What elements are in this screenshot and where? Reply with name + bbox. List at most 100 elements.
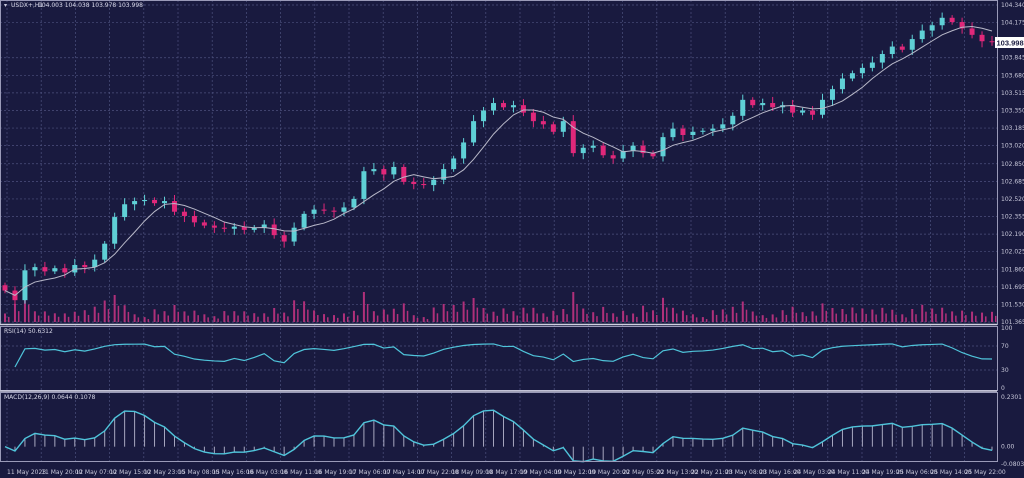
bull-candle bbox=[471, 121, 477, 143]
price-tick-label: 102.355 bbox=[1001, 214, 1024, 221]
macd-tick-label: 0.00 bbox=[1001, 444, 1015, 451]
bull-candle bbox=[112, 217, 118, 244]
volume-bar bbox=[472, 298, 475, 322]
volume-bar bbox=[317, 315, 319, 322]
volume-bar bbox=[715, 314, 718, 322]
price-tick-label: 103.185 bbox=[1001, 125, 1024, 132]
bear-candle bbox=[790, 105, 796, 113]
volume-bar bbox=[512, 311, 515, 322]
bull-candle bbox=[461, 142, 467, 159]
volume-bar bbox=[901, 314, 904, 322]
time-tick-label: 11 May 2023 bbox=[7, 469, 46, 476]
volume-bar bbox=[841, 309, 844, 322]
volume-bar bbox=[307, 309, 309, 322]
bull-candle bbox=[52, 268, 58, 272]
price-tick-label: 103.350 bbox=[1001, 107, 1024, 114]
volume-bar bbox=[815, 315, 818, 322]
bear-candle bbox=[540, 121, 546, 125]
volume-bar bbox=[356, 315, 359, 322]
volume-bar bbox=[835, 313, 837, 322]
volume-bar bbox=[197, 315, 199, 322]
price-axis[interactable]: 104.340 104.175 103.845 103.680 103.515 103.3… bbox=[1001, 2, 1024, 468]
volume-bars bbox=[4, 292, 997, 322]
time-tick-label: 12 May 15:00 bbox=[110, 469, 151, 476]
volume-bar bbox=[622, 310, 625, 322]
collapse-triangle-icon[interactable]: ▾ bbox=[4, 2, 7, 9]
volume-bar bbox=[675, 313, 678, 322]
price-tick-label: 101.695 bbox=[1001, 284, 1024, 291]
volume-bar bbox=[147, 319, 150, 322]
volume-bar bbox=[376, 315, 379, 322]
volume-bar bbox=[811, 311, 814, 322]
volume-bar bbox=[203, 314, 206, 322]
bull-candle bbox=[391, 166, 397, 175]
volume-bar bbox=[995, 315, 997, 322]
volume-bar bbox=[346, 316, 349, 322]
bull-candle bbox=[560, 121, 566, 132]
volume-bar bbox=[27, 304, 30, 322]
price-tick-label: 103.515 bbox=[1001, 90, 1024, 97]
volume-bar bbox=[721, 309, 724, 322]
volume-bar bbox=[323, 314, 326, 322]
volume-bar bbox=[941, 307, 944, 322]
volume-bar bbox=[287, 316, 289, 322]
volume-bar bbox=[233, 311, 236, 322]
bear-candle bbox=[530, 112, 536, 122]
volume-bar bbox=[925, 311, 927, 322]
volume-bar bbox=[227, 315, 229, 322]
bear-candle bbox=[2, 285, 8, 291]
volume-bar bbox=[582, 308, 585, 322]
volume-bar bbox=[725, 314, 728, 322]
panel-frame bbox=[0, 0, 998, 325]
volume-bar bbox=[552, 310, 555, 322]
volume-bar bbox=[652, 310, 655, 322]
volume-bar bbox=[187, 315, 189, 322]
volume-bar bbox=[785, 314, 788, 322]
volume-bar bbox=[831, 308, 834, 322]
volume-bar bbox=[596, 316, 598, 322]
rsi-line bbox=[14, 343, 993, 368]
volume-bar bbox=[562, 309, 565, 322]
bear-candle bbox=[600, 145, 606, 156]
bear-candle bbox=[979, 34, 985, 42]
time-tick-label: 18 May 17:00 bbox=[486, 469, 527, 476]
volume-bar bbox=[915, 314, 917, 322]
volume-bar bbox=[53, 313, 56, 322]
volume-bar bbox=[257, 316, 259, 322]
rsi-tick-label: 100 bbox=[1001, 325, 1013, 332]
volume-bar bbox=[951, 311, 954, 322]
volume-bar bbox=[422, 317, 425, 322]
time-tick-label: 16 May 11:00 bbox=[281, 469, 322, 476]
bear-candle bbox=[201, 222, 207, 226]
volume-bar bbox=[366, 304, 369, 322]
time-tick-label: 24 May 19:00 bbox=[862, 469, 903, 476]
bull-candle bbox=[341, 207, 347, 212]
bear-candle bbox=[610, 155, 616, 159]
bull-candle bbox=[122, 204, 128, 218]
volume-bar bbox=[207, 317, 209, 322]
volume-bar bbox=[67, 316, 70, 322]
volume-bar bbox=[755, 315, 758, 322]
bear-candle bbox=[221, 227, 227, 229]
volume-bar bbox=[93, 306, 96, 322]
volume-bar bbox=[981, 312, 984, 322]
volume-bar bbox=[761, 315, 764, 322]
volume-bar bbox=[13, 303, 16, 322]
volume-bar bbox=[392, 308, 395, 322]
volume-bar bbox=[502, 308, 505, 322]
bull-candle bbox=[879, 54, 885, 63]
volume-bar bbox=[626, 315, 628, 322]
volume-bar bbox=[213, 316, 216, 322]
volume-bar bbox=[711, 310, 714, 322]
volume-bar bbox=[183, 311, 186, 322]
volume-bar bbox=[851, 307, 854, 322]
bull-candle bbox=[730, 115, 736, 125]
bull-candle bbox=[849, 73, 855, 79]
bear-candle bbox=[281, 235, 287, 242]
volume-bar bbox=[771, 314, 774, 322]
volume-bar bbox=[123, 305, 126, 322]
volume-bar bbox=[253, 313, 256, 322]
volume-bar bbox=[496, 315, 499, 322]
